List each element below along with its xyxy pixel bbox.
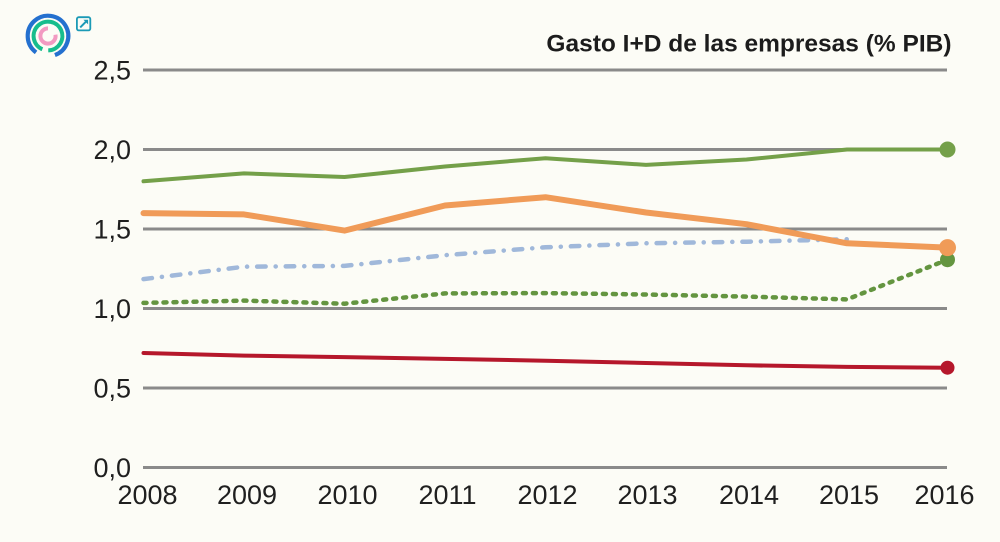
svg-text:0,5: 0,5 (93, 374, 131, 404)
svg-text:2,5: 2,5 (93, 56, 131, 86)
svg-text:2012: 2012 (517, 480, 577, 510)
svg-text:2015: 2015 (819, 480, 879, 510)
svg-text:2013: 2013 (617, 480, 677, 510)
svg-text:0,0: 0,0 (93, 453, 131, 483)
svg-text:2016: 2016 (914, 480, 974, 510)
svg-text:2009: 2009 (217, 480, 277, 510)
svg-text:1,5: 1,5 (93, 215, 131, 245)
svg-text:2011: 2011 (418, 480, 476, 510)
svg-text:2,0: 2,0 (93, 135, 131, 165)
svg-text:Gasto I+D de las empresas (% P: Gasto I+D de las empresas (% PIB) (546, 31, 951, 58)
svg-text:2008: 2008 (117, 480, 177, 510)
svg-text:2014: 2014 (719, 480, 779, 510)
svg-text:1,0: 1,0 (93, 294, 131, 324)
svg-text:2010: 2010 (317, 480, 377, 510)
